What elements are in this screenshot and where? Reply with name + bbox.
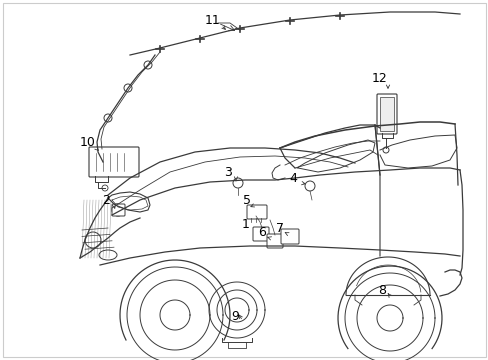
FancyBboxPatch shape	[89, 147, 139, 177]
FancyBboxPatch shape	[246, 205, 266, 219]
FancyBboxPatch shape	[112, 204, 125, 216]
Text: 11: 11	[204, 13, 221, 27]
Text: 6: 6	[258, 226, 265, 239]
Text: 12: 12	[371, 72, 387, 85]
Text: 1: 1	[242, 217, 249, 230]
Text: 7: 7	[275, 222, 284, 235]
FancyBboxPatch shape	[266, 234, 283, 248]
FancyBboxPatch shape	[281, 229, 298, 244]
FancyBboxPatch shape	[252, 227, 268, 241]
Text: 4: 4	[288, 171, 296, 184]
Text: 5: 5	[243, 194, 250, 207]
Text: 3: 3	[224, 166, 231, 180]
Text: 10: 10	[80, 136, 96, 149]
Text: 2: 2	[102, 194, 110, 207]
Text: 8: 8	[377, 284, 385, 297]
Bar	[379, 97, 393, 131]
Text: 9: 9	[231, 310, 239, 323]
FancyBboxPatch shape	[376, 94, 396, 134]
